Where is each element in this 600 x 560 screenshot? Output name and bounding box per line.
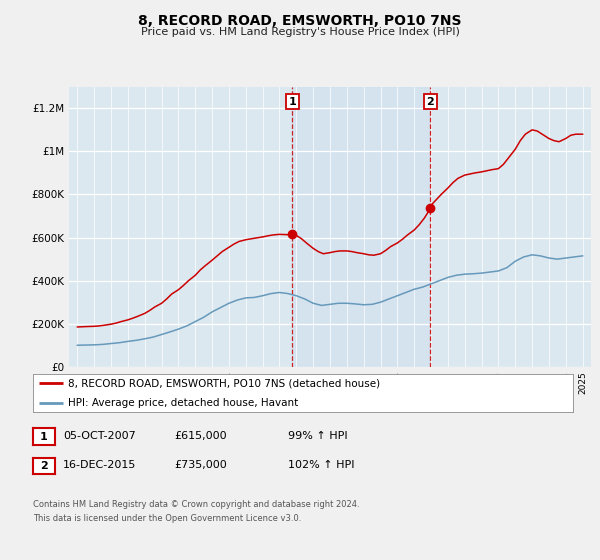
- Text: 99% ↑ HPI: 99% ↑ HPI: [288, 431, 347, 441]
- Text: 102% ↑ HPI: 102% ↑ HPI: [288, 460, 355, 470]
- Text: This data is licensed under the Open Government Licence v3.0.: This data is licensed under the Open Gov…: [33, 514, 301, 522]
- Text: 05-OCT-2007: 05-OCT-2007: [63, 431, 136, 441]
- Text: 8, RECORD ROAD, EMSWORTH, PO10 7NS: 8, RECORD ROAD, EMSWORTH, PO10 7NS: [138, 14, 462, 28]
- Bar: [292, 87, 430, 367]
- Text: 1: 1: [289, 97, 296, 106]
- Text: 8, RECORD ROAD, EMSWORTH, PO10 7NS (detached house): 8, RECORD ROAD, EMSWORTH, PO10 7NS (deta…: [68, 379, 380, 389]
- Text: Price paid vs. HM Land Registry's House Price Index (HPI): Price paid vs. HM Land Registry's House …: [140, 27, 460, 37]
- Text: 16-DEC-2015: 16-DEC-2015: [63, 460, 136, 470]
- Text: HPI: Average price, detached house, Havant: HPI: Average price, detached house, Hava…: [68, 398, 298, 408]
- Text: £615,000: £615,000: [174, 431, 227, 441]
- Text: 2: 2: [427, 97, 434, 106]
- Text: 2: 2: [40, 461, 47, 471]
- Text: £735,000: £735,000: [174, 460, 227, 470]
- Text: Contains HM Land Registry data © Crown copyright and database right 2024.: Contains HM Land Registry data © Crown c…: [33, 500, 359, 508]
- Text: 1: 1: [40, 432, 47, 442]
